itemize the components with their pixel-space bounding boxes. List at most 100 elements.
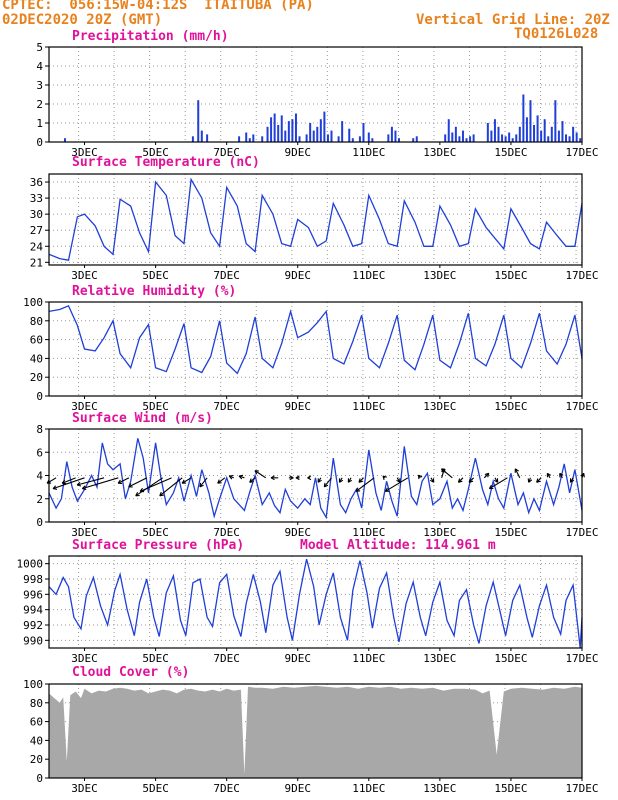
wind-vector [254,470,267,479]
temp-title: Surface Temperature (nC) [72,155,260,170]
wind-vector-head [384,487,390,492]
wind-title: Surface Wind (m/s) [72,411,213,426]
precip-bar [316,126,319,142]
wind-vector-head [484,472,490,478]
precip-bar [337,136,340,142]
wind-xtick-label: 13DEC [423,526,456,539]
precip-bar [412,138,415,142]
temp-xtick-label: 9DEC [284,269,311,282]
wind-vector-head [317,478,322,483]
precip-bar [294,113,297,142]
wind-vector-head [569,478,575,483]
wind-vector-head [76,481,82,487]
cloud-xtick-label: 17DEC [565,782,598,795]
wind-vector-head [199,482,204,488]
wind-vector [159,477,183,497]
precip-ytick-label: 1 [36,117,43,130]
temp-panel: 21 24 27 30 33 36 3DEC 5DEC 7DEC 9DEC 11DEC 13DEC 15… [30,173,599,282]
temp-xtick-label: 11DEC [352,269,385,282]
wind-vector [139,477,172,492]
precip-bar [525,117,528,142]
precip-bar [252,134,255,142]
precip-bar [568,136,571,142]
wind-vector [199,477,208,488]
wind-vector-head [417,474,423,480]
wind-vector-head [117,479,123,484]
wind-vector-head [514,468,519,473]
precip-bar [493,119,496,142]
wind-xtick-label: 17DEC [565,526,598,539]
station-title: CPTEC: 056:15W-04:12S ITAITUBA (PA) [2,0,314,13]
wind-vector [128,477,147,488]
wind-vector-head [429,478,435,483]
wind-xtick-label: 9DEC [284,526,311,539]
wind-xtick-label: 5DEC [142,526,169,539]
precip-bar [390,126,393,142]
temp-ytick-label: 33 [30,192,43,205]
precip-bar [550,126,553,142]
wind-vector-head [249,478,254,483]
pres-ytick-label: 990 [23,634,43,647]
wind-vector-head [217,479,222,484]
precip-bar [444,134,447,142]
precip-bar [515,134,518,142]
rh-xtick-label: 5DEC [142,400,169,413]
precip-bar [358,136,361,142]
precip-bar [501,134,504,142]
temp-ytick-label: 36 [30,176,43,189]
precip-ytick-label: 4 [36,60,43,73]
rh-frame [48,301,583,397]
wind-vector-head [228,474,234,480]
precip-xtick-label: 11DEC [352,146,385,159]
rh-ytick-label: 40 [30,352,43,365]
wind-vector-head [396,478,401,483]
rh-xtick-label: 15DEC [494,400,527,413]
precip-bar [511,138,514,142]
temp-ytick-label: 21 [30,256,43,269]
wind-ytick-label: 6 [36,446,43,459]
cloud-area [49,685,582,778]
wind-vector-head [307,475,312,481]
rh-xtick-label: 7DEC [213,400,240,413]
precip-xtick-label: 7DEC [213,146,240,159]
temp-xtick-label: 15DEC [494,269,527,282]
wind-line [48,438,583,520]
temp-frame [48,173,583,266]
wind-vector-head [61,479,67,485]
precip-bar [533,124,536,142]
precip-bar [341,121,344,142]
pres-xtick-label: 9DEC [284,652,311,665]
wind-ytick-label: 0 [36,516,43,529]
cloud-xtick-label: 13DEC [423,782,456,795]
wind-vector-head [457,478,463,483]
rh-title: Relative Humidity (%) [72,284,237,299]
precip-bar [543,119,546,142]
precip-bar [536,115,539,142]
cloud-ytick-label: 20 [30,753,43,766]
wind-vector-head [139,487,145,493]
cloud-ytick-label: 40 [30,734,43,747]
wind-vector-head [135,492,140,497]
precip-bar [362,123,365,142]
wind-vector-head [536,478,541,483]
precip-bar [326,134,329,142]
precip-ytick-label: 3 [36,79,43,92]
pres-xtick-label: 17DEC [565,652,598,665]
precip-bar [451,132,454,142]
pres-xtick-label: 3DEC [71,652,98,665]
precip-bar [291,119,294,142]
precip-bar [248,138,251,142]
precip-bar [398,138,401,142]
wind-vector-head [289,475,294,481]
precip-xtick-label: 15DEC [494,146,527,159]
rh-xtick-label: 3DEC [71,400,98,413]
precip-bar [63,138,66,142]
precip-bar [261,136,264,142]
precip-bar [273,113,276,142]
precip-bar [394,130,397,142]
wind-vector [82,477,119,490]
wind-vector-head [559,472,564,478]
temp-xtick-label: 3DEC [71,269,98,282]
pres-xtick-label: 13DEC [423,652,456,665]
wind-vector-head [81,485,87,491]
